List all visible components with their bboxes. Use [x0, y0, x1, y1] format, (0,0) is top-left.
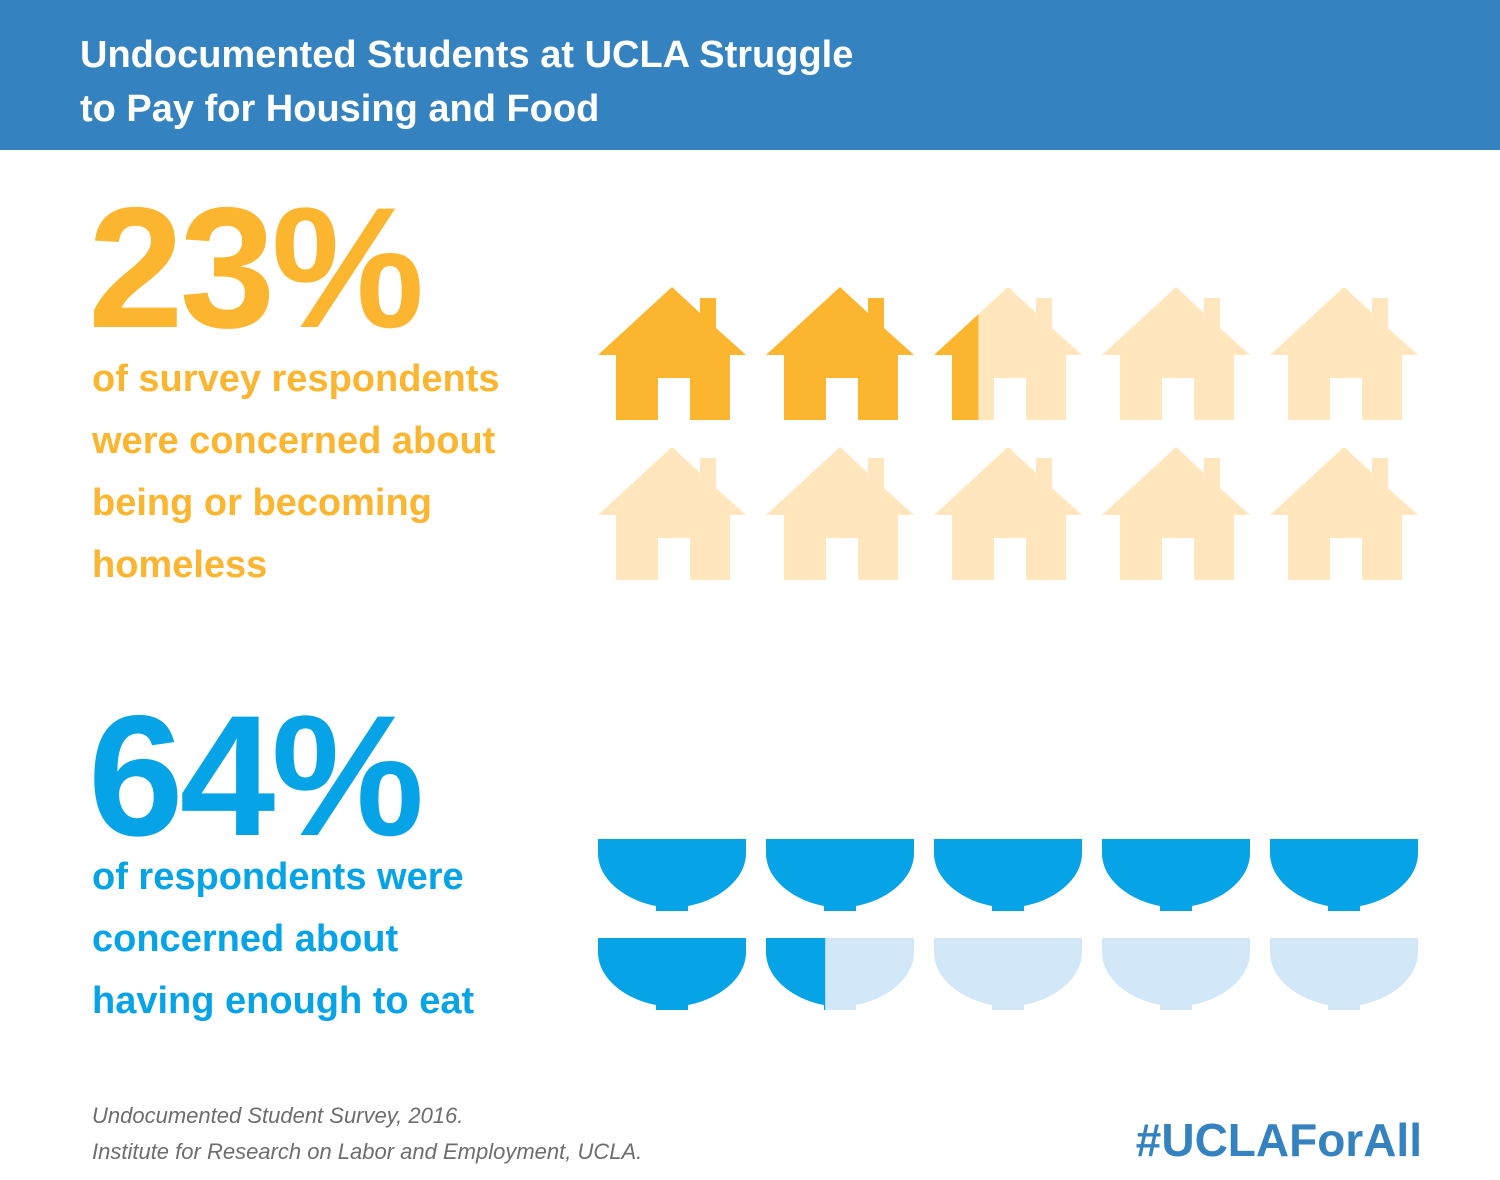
header-banner: Undocumented Students at UCLA Struggle t… [0, 0, 1500, 150]
house-icon-empty [1102, 447, 1250, 580]
house-icon-empty [1102, 287, 1250, 420]
bowl-icon [1270, 839, 1418, 911]
bowl-icon [1102, 938, 1250, 1010]
bowl-icon-empty [934, 938, 1082, 1010]
bowl-icon-filled [598, 839, 746, 911]
bowl-icon-empty [1102, 938, 1250, 1010]
housing-percent: 23% [88, 172, 424, 364]
bowl-icon-filled [934, 839, 1082, 911]
house-icon-empty [1270, 447, 1418, 580]
bowl-icon [1102, 839, 1250, 911]
house-icon [766, 287, 914, 420]
house-icon [598, 287, 746, 420]
bowl-icon [766, 938, 914, 1010]
house-icon [1102, 287, 1250, 420]
house-icon [1270, 447, 1418, 580]
house-icon [598, 447, 746, 580]
food-percent: 64% [88, 680, 424, 872]
bowl-icon [934, 938, 1082, 1010]
bowl-icon-filled [598, 938, 746, 1010]
house-icon-filled [766, 287, 914, 420]
hashtag: #UCLAForAll [1135, 1114, 1422, 1166]
house-icon [934, 287, 1082, 420]
bowl-icon-filled [766, 938, 826, 1010]
bowl-icon [934, 839, 1082, 911]
house-icon-filled [598, 287, 746, 420]
bowl-icon-empty [1270, 938, 1418, 1010]
bowl-icon-filled [766, 839, 914, 911]
house-icon-empty [766, 447, 914, 580]
food-description: of respondents were concerned about havi… [92, 856, 475, 1022]
house-icon-empty [1270, 287, 1418, 420]
house-icon [1102, 447, 1250, 580]
housing-description: of survey respondents were concerned abo… [92, 358, 500, 586]
house-icon [1270, 287, 1418, 420]
house-icon [934, 447, 1082, 580]
bowl-icon [598, 839, 746, 911]
source-citation: Undocumented Student Survey, 2016. Insti… [92, 1103, 643, 1164]
house-icon [766, 447, 914, 580]
house-icon-empty [934, 447, 1082, 580]
bowl-icon [598, 938, 746, 1010]
house-icon-filled [934, 314, 979, 420]
bowl-icon-filled [1270, 839, 1418, 911]
bowl-icon [1270, 938, 1418, 1010]
bowl-icon-filled [1102, 839, 1250, 911]
page-title: Undocumented Students at UCLA Struggle t… [80, 34, 854, 130]
bowl-icon [766, 839, 914, 911]
house-icon-empty [598, 447, 746, 580]
